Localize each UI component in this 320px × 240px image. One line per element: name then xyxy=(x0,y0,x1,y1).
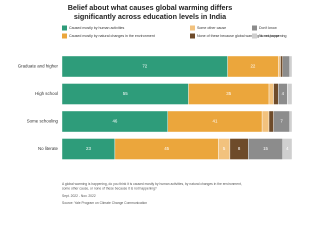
category-label: Graduate and higher xyxy=(18,64,59,69)
value-label: 5 xyxy=(223,146,226,151)
category-label: Some schooling xyxy=(27,119,59,124)
legend-swatch xyxy=(252,33,257,39)
value-label: 22 xyxy=(250,64,255,69)
legend-label: No response xyxy=(259,34,279,38)
legend-label: Caused mostly by human activities xyxy=(69,26,125,30)
legend-swatch xyxy=(190,25,195,31)
value-label: 8 xyxy=(238,146,241,151)
chart-title: Belief about what causes global warming … xyxy=(68,3,233,21)
bar-segment xyxy=(282,55,290,78)
value-label: 45 xyxy=(164,146,169,151)
chart: Belief about what causes global warming … xyxy=(18,3,293,205)
bar-segment xyxy=(289,110,293,133)
legend-swatch xyxy=(62,33,67,39)
bar-segment xyxy=(278,55,281,78)
value-label: 7 xyxy=(280,119,283,124)
bar-segment xyxy=(273,83,279,105)
dates: Sept. 2022 - Nov. 2022 xyxy=(62,194,96,198)
source: Source: Yale Program on Climate Change C… xyxy=(62,201,147,205)
category-label: High school xyxy=(35,91,58,96)
bar-segment xyxy=(268,110,274,133)
legend-swatch xyxy=(190,33,195,39)
legend-label: None of these because global warming is … xyxy=(197,34,287,38)
value-label: 4 xyxy=(282,91,285,96)
value-label: 46 xyxy=(112,119,117,124)
bar-segment xyxy=(261,110,270,133)
legend-swatch xyxy=(62,25,67,31)
value-label: 4 xyxy=(286,146,289,151)
bar-segment xyxy=(282,138,293,160)
value-label: 23 xyxy=(86,146,91,151)
value-label: 72 xyxy=(142,64,147,69)
value-label: 55 xyxy=(123,91,128,96)
legend-swatch xyxy=(252,25,257,31)
value-label: 35 xyxy=(226,91,231,96)
legend-label: Some other cause xyxy=(197,26,226,30)
value-label: 41 xyxy=(213,119,218,124)
legend-label: Don't know xyxy=(259,26,277,30)
value-label: 15 xyxy=(263,146,268,151)
bar-segment xyxy=(268,83,274,105)
footnote: A global warming is happening, do you th… xyxy=(62,182,242,191)
legend-label: Caused mostly by natural changes in the … xyxy=(69,34,155,38)
bar-segment xyxy=(287,83,293,105)
bar-segment xyxy=(289,55,293,78)
bar-segment xyxy=(280,55,283,78)
category-label: No literate xyxy=(38,146,59,151)
